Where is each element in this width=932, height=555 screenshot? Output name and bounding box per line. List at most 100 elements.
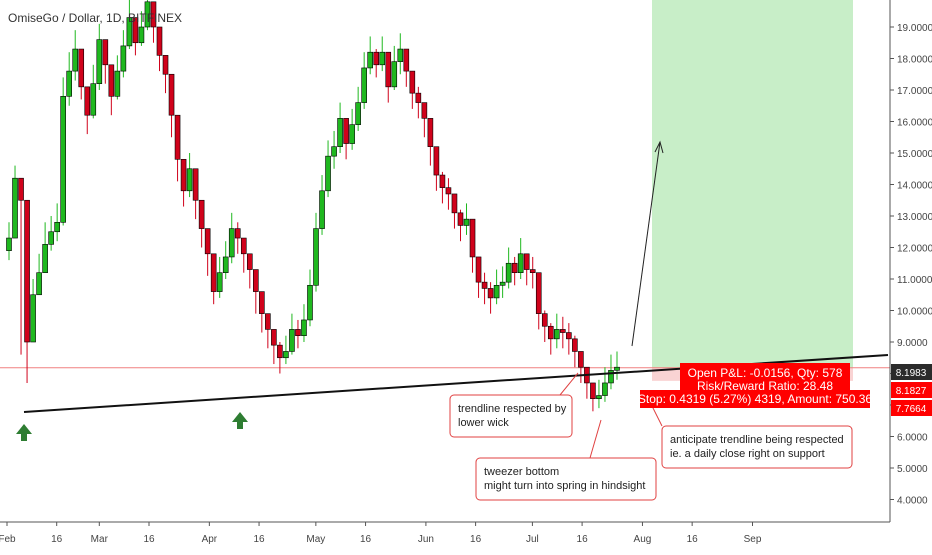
candle-body bbox=[578, 351, 584, 368]
risk-reward-text: Risk/Reward Ratio: 28.48 bbox=[697, 379, 833, 393]
candle-body bbox=[409, 70, 416, 94]
candle bbox=[289, 313, 295, 355]
candle bbox=[96, 23, 103, 90]
candle bbox=[204, 228, 211, 276]
y-tick-label: 6.0000 bbox=[897, 433, 928, 444]
x-tick-label: 16 bbox=[51, 534, 63, 545]
note-text: trendline respected by bbox=[458, 403, 567, 415]
price-axis-label bbox=[891, 400, 932, 416]
candle bbox=[307, 269, 313, 327]
candle-body bbox=[6, 237, 12, 251]
candle-body bbox=[331, 146, 337, 157]
candle-body bbox=[42, 244, 48, 274]
candle-body bbox=[566, 332, 572, 340]
candle-body bbox=[319, 190, 325, 229]
candle-body bbox=[602, 382, 608, 396]
candle bbox=[337, 102, 343, 153]
candle bbox=[397, 33, 404, 75]
candle-body bbox=[259, 291, 265, 314]
y-tick-label: 4.0000 bbox=[897, 496, 928, 507]
candle bbox=[295, 319, 301, 349]
candle bbox=[584, 366, 590, 399]
candle bbox=[529, 256, 536, 289]
y-tick-label: 13.0000 bbox=[897, 212, 932, 223]
candle-body bbox=[277, 344, 283, 359]
candle bbox=[132, 17, 139, 56]
y-tick-label: 5.0000 bbox=[897, 464, 928, 475]
candle bbox=[319, 175, 325, 235]
candle bbox=[505, 247, 512, 289]
candle bbox=[547, 323, 554, 355]
candle-body bbox=[192, 168, 199, 201]
note-trendline-respected: trendline respected by lower wick bbox=[449, 372, 579, 438]
candle-body bbox=[102, 39, 109, 66]
candle bbox=[590, 382, 596, 412]
candle bbox=[198, 199, 205, 248]
candle bbox=[168, 73, 175, 138]
candle bbox=[511, 256, 518, 286]
candle bbox=[445, 178, 452, 210]
candle bbox=[24, 199, 30, 383]
x-tick-label: 16 bbox=[143, 534, 155, 545]
candle-body bbox=[54, 222, 60, 233]
stop-label-box bbox=[640, 390, 870, 408]
note-text: ie. a daily close right on support bbox=[670, 448, 825, 460]
candle bbox=[259, 291, 265, 333]
candle bbox=[475, 256, 482, 298]
candle bbox=[415, 86, 422, 119]
x-tick-label: 16 bbox=[360, 534, 372, 545]
candle-body bbox=[240, 237, 247, 255]
candle bbox=[433, 146, 440, 191]
candle-body bbox=[493, 284, 500, 299]
x-tick-label: Aug bbox=[634, 534, 652, 545]
candle-body bbox=[132, 17, 139, 44]
candle bbox=[66, 52, 72, 106]
bottom-arrow-icon bbox=[232, 412, 248, 429]
candle-body bbox=[228, 228, 235, 258]
candle bbox=[12, 165, 18, 239]
candle-body bbox=[505, 262, 512, 283]
candle-body bbox=[391, 61, 398, 88]
candle-body bbox=[156, 26, 163, 56]
candle bbox=[523, 253, 530, 286]
candle-body bbox=[403, 48, 410, 72]
candle bbox=[481, 272, 488, 305]
price-axis-value: 7.7664 bbox=[896, 404, 927, 415]
candle bbox=[355, 86, 361, 131]
candle bbox=[186, 153, 193, 198]
candle bbox=[391, 45, 398, 90]
candle bbox=[361, 52, 367, 109]
candle-body bbox=[355, 102, 361, 125]
candle-body bbox=[487, 288, 494, 299]
candle bbox=[578, 351, 584, 383]
candle bbox=[246, 253, 253, 289]
target-zone bbox=[652, 0, 853, 368]
candle-body bbox=[126, 17, 133, 47]
candle-body bbox=[174, 114, 181, 160]
candle bbox=[469, 218, 476, 273]
candle-body bbox=[535, 272, 542, 314]
chart-title: OmiseGo / Dollar, 1D, BITFINEX bbox=[8, 11, 182, 25]
candle bbox=[313, 212, 319, 292]
candle bbox=[54, 203, 60, 242]
candle bbox=[331, 130, 337, 169]
candle bbox=[18, 177, 24, 355]
candle bbox=[602, 367, 608, 402]
x-tick-label: Mar bbox=[91, 534, 109, 545]
candle bbox=[90, 64, 97, 119]
candle-body bbox=[590, 382, 596, 400]
candle bbox=[566, 323, 572, 355]
candle bbox=[102, 39, 109, 84]
candle-body bbox=[433, 146, 440, 176]
candle bbox=[192, 168, 199, 220]
candle-body bbox=[361, 67, 367, 103]
candle bbox=[608, 354, 614, 390]
candle-body bbox=[469, 218, 476, 258]
note-text: might turn into spring in hindsight bbox=[484, 480, 645, 492]
candle-body bbox=[457, 212, 464, 226]
candle bbox=[108, 64, 115, 116]
candle-body bbox=[108, 64, 115, 97]
price-axis-label bbox=[891, 382, 932, 398]
candle-body bbox=[222, 256, 229, 274]
candle bbox=[222, 241, 229, 279]
